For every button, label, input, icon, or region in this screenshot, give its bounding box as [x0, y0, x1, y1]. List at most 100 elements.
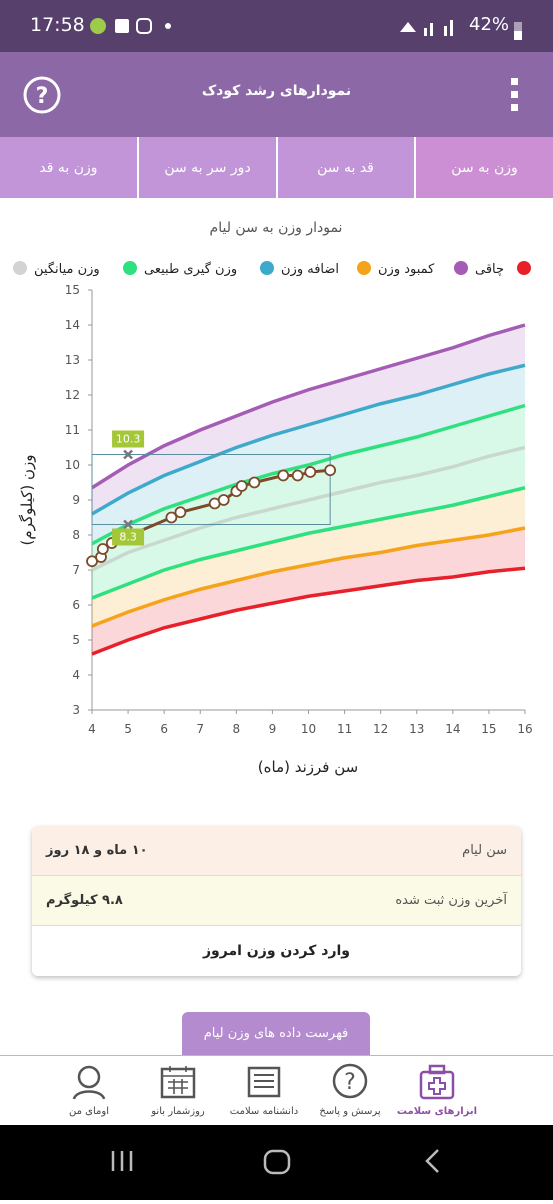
list-button[interactable]: فهرست داده های وزن لیام — [182, 1012, 370, 1055]
icon — [247, 1066, 281, 1098]
x-tick-label: 13 — [409, 722, 424, 736]
x-tick-label: 14 — [445, 722, 460, 736]
legend-dot — [260, 261, 274, 275]
y-tick-label: 15 — [65, 283, 80, 297]
marker-label: 10.3 — [116, 433, 141, 446]
battery-icon — [514, 22, 522, 40]
legend-dot — [517, 261, 531, 275]
battery: 42% — [469, 14, 510, 35]
nav-item[interactable]: ? پرسش و پاسخ — [295, 1056, 405, 1126]
legend-label: اضافه وزن — [281, 262, 339, 277]
status-bar: 17:58 42% — [0, 0, 553, 52]
marker: 8.3 — [112, 519, 145, 546]
data-point — [277, 469, 290, 482]
tab[interactable]: قد به سن — [317, 159, 374, 176]
add-weight-button[interactable]: وارد کردن وزن امروز — [32, 926, 521, 976]
system-buttons — [111, 1149, 439, 1175]
x-axis-label: سن فرزند (ماه) — [258, 758, 358, 776]
separator — [276, 137, 278, 198]
info-row: آخرین وزن ثبت شده ۹.۸ کیلوگرم — [32, 876, 521, 926]
y-tick-label: 14 — [65, 318, 80, 332]
y-tick-label: 10 — [65, 458, 80, 472]
nav-label: اومای من — [69, 1106, 109, 1117]
y-tick-label: 9 — [72, 493, 80, 507]
y-tick-label: 11 — [65, 423, 80, 437]
tab[interactable]: وزن به قد — [39, 159, 98, 176]
x-tick-label: 12 — [373, 722, 388, 736]
y-tick-label: 7 — [72, 563, 80, 577]
legend-label: وزن گیری طبیعی — [144, 261, 237, 277]
range-box — [91, 454, 331, 525]
svg-text:?: ? — [36, 84, 49, 109]
menu-button[interactable] — [508, 76, 522, 114]
y-tick-label: 4 — [72, 668, 80, 682]
marker-badge — [112, 528, 145, 546]
separator — [414, 137, 416, 198]
x-tick-label: 15 — [481, 722, 496, 736]
separator — [137, 137, 139, 198]
marker-badge — [112, 430, 145, 448]
y-tick-label: 13 — [65, 353, 80, 367]
y-tick-label: 8 — [72, 528, 80, 542]
legend-dot — [454, 261, 468, 275]
app-title: نمودارهای رشد کودک — [201, 83, 352, 99]
icon — [160, 1066, 196, 1099]
marker-label: 8.3 — [119, 531, 137, 544]
info-row: سن لیام ۱۰ ماه و ۱۸ روز — [32, 826, 521, 876]
data-point — [217, 494, 230, 506]
value: ۱۰ ماه و ۱۸ روز — [46, 843, 148, 858]
nav-item[interactable]: دانشنامه سلامت — [209, 1056, 319, 1126]
x-tick-label: 8 — [233, 722, 241, 736]
legend-dot — [13, 261, 27, 275]
band — [92, 325, 525, 514]
marker-cross — [123, 519, 133, 530]
x-tick-label: 7 — [196, 722, 204, 736]
label: آخرین وزن ثبت شده — [395, 893, 507, 908]
chart: نمودار وزن به سن لیام سن فرزند (ماه) وزن… — [13, 220, 533, 776]
status-icons — [90, 18, 171, 34]
nav-label: ابزارهای سلامت — [396, 1106, 478, 1117]
tab[interactable]: دور سر به سن — [164, 159, 251, 176]
chart-title: نمودار وزن به سن لیام — [210, 220, 343, 236]
x-tick-label: 4 — [88, 722, 96, 736]
nav-item[interactable]: اومای من — [34, 1056, 144, 1126]
help-button[interactable]: ? — [22, 75, 62, 115]
data-point — [248, 476, 261, 489]
data-point — [165, 511, 178, 524]
icon — [419, 1064, 455, 1100]
curve — [91, 486, 526, 600]
x-tick-label: 9 — [269, 722, 277, 736]
data-point — [291, 469, 304, 482]
icon — [72, 1065, 106, 1100]
time: 17:58 — [30, 14, 85, 36]
data-point — [304, 466, 317, 478]
value: ۹.۸ کیلوگرم — [46, 893, 123, 908]
svg-text:?: ? — [344, 1070, 356, 1095]
marker: 10.3 — [112, 430, 145, 460]
legend-label: چاقی — [475, 262, 504, 277]
curve — [91, 323, 526, 490]
data-point — [174, 506, 187, 519]
info-card: سن لیام ۱۰ ماه و ۱۸ روز آخرین وزن ثبت شده… — [32, 826, 521, 976]
band — [92, 528, 525, 654]
y-tick-label: 6 — [72, 598, 80, 612]
y-tick-label: 12 — [65, 388, 80, 402]
curve — [91, 363, 526, 516]
data-point — [96, 543, 109, 555]
curve — [91, 445, 526, 572]
legend-dot — [123, 261, 137, 275]
nav-item[interactable]: روزشمار بانو — [123, 1056, 233, 1126]
label: سن لیام — [462, 843, 507, 858]
band — [92, 487, 525, 626]
nav-item[interactable]: ابزارهای سلامت — [382, 1056, 492, 1126]
x-tick-label: 16 — [517, 722, 532, 736]
marker-cross — [123, 449, 133, 460]
legend-label: کمبود وزن — [378, 262, 435, 277]
x-tick-label: 5 — [124, 722, 132, 736]
system-nav — [0, 1125, 553, 1200]
tab[interactable]: وزن به سن — [416, 137, 553, 198]
bottom-nav: ابزارهای سلامت ? پرسش و پاسخ دانشنامه سل… — [0, 1055, 553, 1126]
signal-icons — [400, 20, 453, 36]
